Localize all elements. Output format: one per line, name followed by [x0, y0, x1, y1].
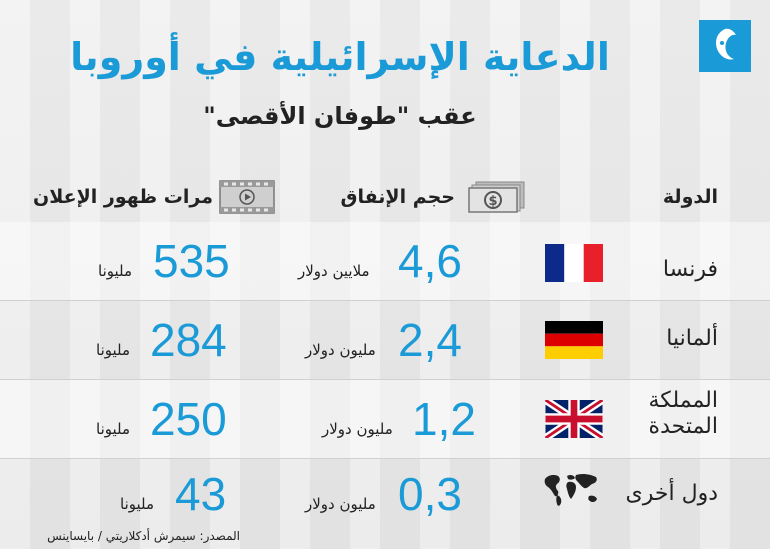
spending-value: 1,2: [412, 393, 476, 445]
france-flag-icon: [545, 244, 603, 282]
impressions-value: 43: [175, 468, 227, 520]
world-map-icon: [544, 473, 597, 506]
header-country: الدولة: [662, 186, 718, 208]
spending-value: 4,6: [398, 235, 462, 287]
svg-text:$: $: [488, 194, 497, 209]
table-row: المملكة المتحدة 1,2 مليون دولار 250 مليو…: [0, 380, 770, 458]
impressions-unit: مليونا: [98, 262, 133, 280]
spending-unit: مليون دولار: [305, 495, 376, 513]
page-subtitle: عقب "طوفان الأقصى": [203, 102, 477, 130]
al-jazeera-logo-icon: [699, 20, 751, 72]
impressions-value: 284: [150, 314, 227, 366]
country-name: ألمانيا: [666, 326, 718, 351]
row-divider: [0, 458, 770, 459]
table-row: ألمانيا 2,4 مليون دولار 284 مليونا: [0, 301, 770, 379]
source-note: المصدر: سيمرش أدكلاريتي / بايساينس: [47, 529, 240, 543]
row-divider: [0, 300, 770, 301]
germany-flag-icon: [545, 321, 603, 359]
page-title: الدعاية الإسرائيلية في أوروبا: [70, 35, 610, 79]
impressions-unit: مليونا: [96, 341, 131, 359]
table-row: دول أخرى 0,3 مليون دولار 43 مليونا: [0, 459, 770, 537]
spending-value: 0,3: [398, 468, 462, 520]
money-icon: $: [468, 180, 526, 218]
uk-flag-icon: [545, 400, 603, 438]
spending-unit: مليون دولار: [322, 420, 393, 438]
row-divider: [0, 379, 770, 380]
header-impressions: مرات ظهور الإعلان: [33, 186, 213, 208]
spending-unit: مليون دولار: [305, 341, 376, 359]
country-name: فرنسا: [662, 257, 718, 282]
header-spending: حجم الإنفاق: [340, 186, 456, 208]
table-header: الدولة $ حجم الإنفاق مرات ظهور الإعلان: [0, 178, 770, 218]
impressions-unit: مليونا: [120, 495, 155, 513]
video-icon: [219, 180, 275, 218]
table-row: فرنسا 4,6 ملايين دولار 535 مليونا: [0, 222, 770, 300]
impressions-unit: مليونا: [96, 420, 131, 438]
spending-value: 2,4: [398, 314, 462, 366]
spending-unit: ملايين دولار: [298, 262, 370, 280]
country-name: المملكة المتحدة: [648, 388, 718, 439]
impressions-value: 250: [150, 393, 227, 445]
country-name: دول أخرى: [625, 481, 718, 506]
impressions-value: 535: [153, 235, 230, 287]
